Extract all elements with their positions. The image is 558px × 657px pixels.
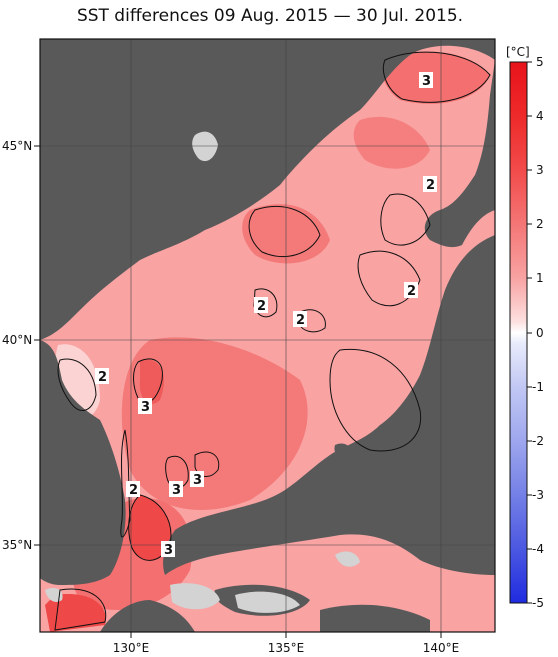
missing-data-bay: [335, 551, 360, 567]
warm-region-ne: [382, 51, 490, 104]
lat-label-45: 45°N: [2, 139, 32, 153]
contour-label: 3: [141, 400, 150, 415]
lon-label-140: 140°E: [423, 641, 460, 655]
contour-label: 2: [426, 178, 435, 193]
contour-label: 2: [129, 483, 138, 498]
lat-label-35: 35°N: [2, 538, 32, 552]
lon-label-130: 130°E: [113, 641, 150, 655]
graticule: [40, 39, 495, 632]
lat-label-40: 40°N: [2, 333, 32, 347]
map-area: 3 2 2 2 2 2 3 2 3 3 3: [40, 39, 495, 632]
contour-label: 3: [422, 74, 431, 89]
land-honshu: [163, 235, 495, 575]
missing-data-korea-coast: [45, 588, 63, 602]
contour-label: 3: [172, 483, 181, 498]
land-hokkaido: [424, 60, 495, 248]
colorbar-tick: -4: [532, 542, 544, 556]
land-kii: [320, 604, 430, 632]
tick-marks: [34, 145, 442, 638]
colorbar-tick: 1: [536, 271, 544, 285]
colorbar: [°C] 5 4 3 2 1 0 -1 -2 -3 -4 -5: [506, 45, 544, 610]
contour-labels: 3 2 2 2 2 2 3 2 3 3 3: [95, 72, 437, 558]
colorbar-gradient: [509, 61, 528, 604]
colorbar-tick: -5: [532, 596, 544, 610]
contour-label: 3: [164, 543, 173, 558]
missing-data-lake: [192, 131, 218, 162]
colorbar-tick: 4: [536, 109, 544, 123]
missing-data-seto-east: [235, 591, 300, 613]
warm-region-hokkaido: [353, 116, 430, 169]
contour-label: 3: [193, 473, 202, 488]
colorbar-tick: -2: [532, 434, 544, 448]
land-kyushu: [100, 600, 195, 632]
colorbar-tick: -3: [532, 488, 544, 502]
hot-region-south: [128, 495, 171, 561]
hot-region-sw: [45, 594, 106, 632]
land-sado: [334, 443, 352, 460]
map-title: SST differences 09 Aug. 2015 — 30 Jul. 2…: [76, 6, 464, 26]
contour-label: 2: [98, 370, 107, 385]
land-korea: [40, 340, 126, 585]
contour-label: 2: [407, 284, 416, 299]
warm-region-central: [121, 337, 308, 510]
colorbar-tick: 3: [536, 163, 544, 177]
missing-data-seto: [170, 583, 220, 610]
colorbar-tick: 5: [536, 55, 544, 69]
lon-label-135: 135°E: [268, 641, 305, 655]
contour-label: 2: [257, 299, 266, 314]
map-frame: [39, 38, 496, 633]
colorbar-tick: 2: [536, 217, 544, 231]
colorbar-tick: -1: [532, 380, 544, 394]
contour-label: 2: [296, 313, 305, 328]
colorbar-unit: [°C]: [506, 45, 530, 59]
colorbar-tick: 0: [536, 326, 544, 340]
land-continent: [40, 39, 495, 340]
